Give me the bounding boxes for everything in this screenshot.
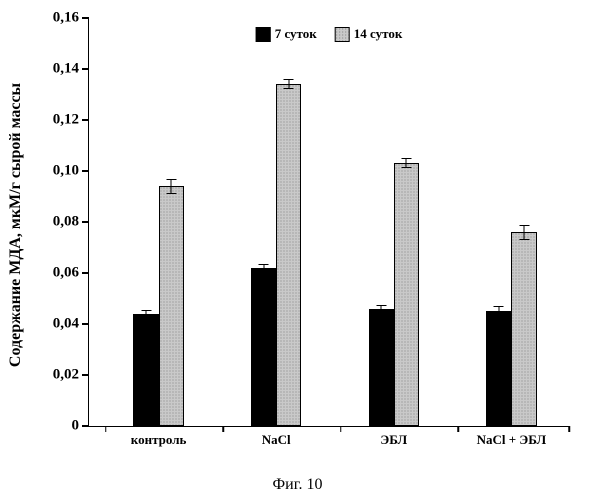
legend: 7 суток 14 суток <box>256 26 403 42</box>
x-tick-label: ЭБЛ <box>380 432 407 448</box>
plot-area: 7 суток 14 суток 00,020,040,060,080,100,… <box>88 18 569 427</box>
y-tick-label: 0,12 <box>53 112 79 129</box>
y-tick <box>82 221 89 223</box>
bar <box>394 163 419 426</box>
error-bar <box>171 179 172 194</box>
y-tick <box>82 272 89 274</box>
y-tick-label: 0,02 <box>53 367 79 384</box>
error-bar <box>146 310 147 318</box>
figure-caption: Фиг. 10 <box>0 476 595 494</box>
error-bar <box>524 225 525 240</box>
error-bar <box>381 305 382 313</box>
bar <box>369 309 394 426</box>
legend-label-0: 7 суток <box>275 26 317 42</box>
bar <box>486 311 511 426</box>
legend-item-1: 14 суток <box>335 26 403 42</box>
x-tick-label: NaCl + ЭБЛ <box>477 432 547 448</box>
error-bar <box>263 264 264 272</box>
legend-swatch-1 <box>335 27 350 42</box>
y-tick-label: 0,06 <box>53 265 79 282</box>
x-tick-label: контроль <box>131 432 187 448</box>
y-tick-label: 0,08 <box>53 214 79 231</box>
y-tick-label: 0,10 <box>53 163 79 180</box>
legend-label-1: 14 суток <box>354 26 403 42</box>
y-tick <box>82 17 89 19</box>
bar <box>133 314 158 426</box>
bar <box>511 232 536 426</box>
y-tick-label: 0,04 <box>53 316 79 333</box>
error-bar <box>406 158 407 168</box>
y-tick <box>82 170 89 172</box>
y-tick <box>82 68 89 70</box>
x-tick-label: NaCl <box>262 432 291 448</box>
y-axis-title: Содержание МДА, мкМ/г сырой массы <box>7 83 25 367</box>
y-tick-label: 0,16 <box>53 10 79 27</box>
legend-item-0: 7 суток <box>256 26 317 42</box>
bar <box>251 268 276 426</box>
y-tick <box>82 425 89 427</box>
y-tick <box>82 374 89 376</box>
y-axis-title-wrap: Содержание МДА, мкМ/г сырой массы <box>2 0 30 450</box>
y-tick-label: 0 <box>72 418 80 435</box>
y-tick <box>82 119 89 121</box>
figure: Содержание МДА, мкМ/г сырой массы 7 суто… <box>0 0 595 500</box>
error-bar <box>498 306 499 316</box>
error-bar <box>288 79 289 89</box>
bar <box>276 84 301 426</box>
bar <box>159 186 184 426</box>
y-tick-label: 0,14 <box>53 61 79 78</box>
legend-swatch-0 <box>256 27 271 42</box>
y-tick <box>82 323 89 325</box>
